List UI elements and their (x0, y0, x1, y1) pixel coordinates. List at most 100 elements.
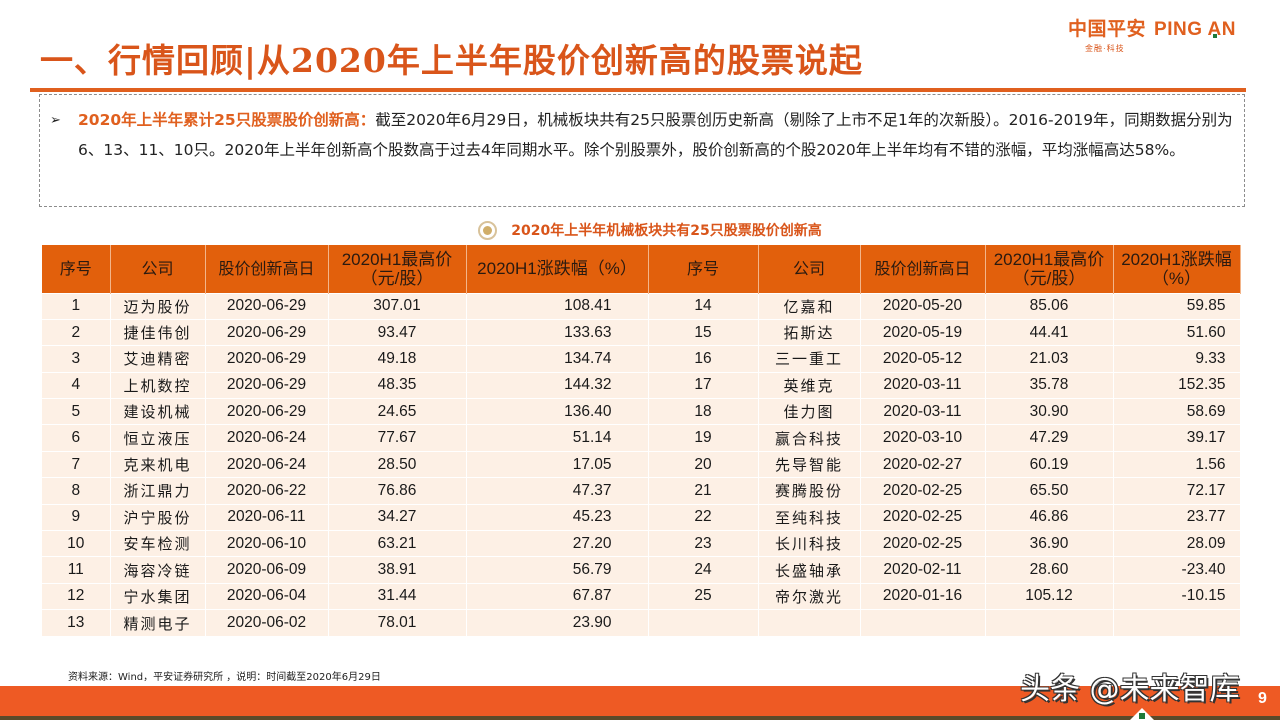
cell-left-high-date: 2020-06-24 (205, 450, 329, 478)
cell-right-index: 19 (648, 424, 759, 452)
source-footnote: 资料来源：Wind，平安证券研究所 ，说明：时间截至2020年6月29日 (68, 672, 381, 683)
cell-left-change-pct: 144.32 (466, 371, 649, 399)
cell-right-change-pct: 58.69 (1113, 398, 1241, 425)
table-row: 9 沪宁股份 2020-06-11 34.27 45.23 22 至纯科技 2020-02-2… (42, 503, 1241, 531)
cell-right-change-pct: 28.09 (1113, 530, 1241, 557)
header-index-right: 序号 (648, 245, 759, 293)
cell-left-high-price: 93.47 (328, 318, 467, 346)
summary-text: 2020年上半年累计25只股票股价创新高：截至2020年6月29日，机械板块共有… (78, 105, 1238, 165)
cell-right-index: 14 (648, 292, 759, 320)
page-title: 一、行情回顾|从2020年上半年股价创新高的股票说起 (40, 41, 863, 80)
cell-left-index: 9 (42, 503, 111, 531)
cell-left-high-date: 2020-06-04 (205, 582, 329, 610)
cell-left-high-price: 31.44 (328, 582, 467, 610)
cell-left-index: 13 (42, 609, 111, 637)
footer-logo-dot-icon (1139, 713, 1145, 719)
header-change-right: 2020H1涨跌幅（%） (1113, 245, 1241, 293)
cell-left-high-price: 76.86 (328, 477, 467, 505)
cell-left-index: 8 (42, 477, 111, 505)
cell-left-high-date: 2020-06-11 (205, 503, 329, 531)
table-row: 6 恒立液压 2020-06-24 77.67 51.14 19 赢合科技 2020-03-1… (42, 424, 1241, 452)
cell-right-index: 24 (648, 556, 759, 584)
cell-left-index: 1 (42, 292, 111, 320)
cell-left-company: 浙江鼎力 (110, 477, 206, 505)
cell-right-high-price: 105.12 (985, 582, 1114, 610)
cell-right-high-date: 2020-05-19 (860, 318, 986, 346)
cell-left-change-pct: 56.79 (466, 556, 649, 584)
cell-right-high-date: 2020-01-16 (860, 582, 986, 610)
cell-right-change-pct: 23.77 (1113, 503, 1241, 531)
cell-right-company (758, 609, 861, 637)
header-high-price-left: 2020H1最高价（元/股） (328, 245, 467, 293)
cell-left-high-date: 2020-06-29 (205, 318, 329, 346)
cell-left-high-price: 63.21 (328, 530, 467, 557)
cell-left-high-price: 307.01 (328, 292, 467, 320)
cell-right-company: 拓斯达 (758, 318, 861, 346)
cell-right-high-price: 44.41 (985, 318, 1114, 346)
cell-left-change-pct: 136.40 (466, 398, 649, 425)
cell-left-high-date: 2020-06-29 (205, 371, 329, 399)
cell-right-change-pct: -10.15 (1113, 582, 1241, 610)
cell-right-company: 赢合科技 (758, 424, 861, 452)
table-row: 5 建设机械 2020-06-29 24.65 136.40 18 佳力图 2020-03-1… (42, 398, 1241, 425)
footer-bar (0, 686, 1280, 716)
cell-right-high-price: 65.50 (985, 477, 1114, 505)
cell-right-high-price: 21.03 (985, 345, 1114, 373)
cell-right-index: 23 (648, 530, 759, 557)
cell-right-high-price: 60.19 (985, 450, 1114, 478)
cell-left-company: 海容冷链 (110, 556, 206, 584)
cell-right-high-date: 2020-03-10 (860, 424, 986, 452)
cell-right-high-price: 36.90 (985, 530, 1114, 557)
cell-left-high-date: 2020-06-24 (205, 424, 329, 452)
cell-right-company: 长盛轴承 (758, 556, 861, 584)
cell-right-change-pct: -23.40 (1113, 556, 1241, 584)
cell-right-company: 佳力图 (758, 398, 861, 425)
cell-right-high-date: 2020-02-25 (860, 477, 986, 505)
cell-left-high-price: 34.27 (328, 503, 467, 531)
cell-left-company: 捷佳伟创 (110, 318, 206, 346)
table-header-row: 序号 公司 股价创新高日 2020H1最高价（元/股） 2020H1涨跌幅（%）… (42, 245, 1241, 293)
table-row: 12 宁水集团 2020-06-04 31.44 67.87 25 帝尔激光 2020-01-… (42, 582, 1241, 610)
cell-left-company: 宁水集团 (110, 582, 206, 610)
table-row: 11 海容冷链 2020-06-09 38.91 56.79 24 长盛轴承 2020-02-… (42, 556, 1241, 584)
summary-lead: 2020年上半年累计25只股票股价创新高： (78, 111, 376, 129)
cell-left-high-date: 2020-06-29 (205, 292, 329, 320)
cell-left-company: 克来机电 (110, 450, 206, 478)
cell-left-change-pct: 17.05 (466, 450, 649, 478)
cell-left-company: 上机数控 (110, 371, 206, 399)
cell-left-index: 5 (42, 398, 111, 425)
cell-right-company: 亿嘉和 (758, 292, 861, 320)
table-row: 10 安车检测 2020-06-10 63.21 27.20 23 长川科技 2020-02-… (42, 530, 1241, 557)
summary-body: 截至2020年6月29日，机械板块共有25只股票创历史新高（剔除了上市不足1年的… (78, 111, 1233, 159)
cell-right-high-date: 2020-02-11 (860, 556, 986, 584)
cell-right-high-price: 85.06 (985, 292, 1114, 320)
logo-en-prefix: PING (1154, 19, 1208, 40)
cell-left-change-pct: 23.90 (466, 609, 649, 637)
cell-left-high-price: 78.01 (328, 609, 467, 637)
table-row: 8 浙江鼎力 2020-06-22 76.86 47.37 21 赛腾股份 2020-02-2… (42, 477, 1241, 505)
cell-left-high-date: 2020-06-22 (205, 477, 329, 505)
cell-left-high-price: 77.67 (328, 424, 467, 452)
cell-right-company: 英维克 (758, 371, 861, 399)
cell-right-high-price (985, 609, 1114, 637)
cell-right-change-pct: 1.56 (1113, 450, 1241, 478)
cell-left-high-date: 2020-06-29 (205, 345, 329, 373)
cell-right-high-price: 46.86 (985, 503, 1114, 531)
cell-left-change-pct: 133.63 (466, 318, 649, 346)
table-caption-text: 2020年上半年机械板块共有25只股票股价创新高 (511, 223, 822, 239)
cell-right-high-price: 30.90 (985, 398, 1114, 425)
cell-left-change-pct: 27.20 (466, 530, 649, 557)
cell-right-company: 先导智能 (758, 450, 861, 478)
cell-right-index: 25 (648, 582, 759, 610)
cell-right-high-date: 2020-03-11 (860, 398, 986, 425)
cell-left-index: 7 (42, 450, 111, 478)
cell-left-index: 11 (42, 556, 111, 584)
cell-left-high-date: 2020-06-02 (205, 609, 329, 637)
table-caption: 2020年上半年机械板块共有25只股票股价创新高 (0, 220, 1280, 240)
cell-left-high-date: 2020-06-10 (205, 530, 329, 557)
cell-left-change-pct: 51.14 (466, 424, 649, 452)
target-circle-icon (478, 220, 498, 240)
cell-right-company: 帝尔激光 (758, 582, 861, 610)
header-company-left: 公司 (110, 245, 206, 293)
cell-left-change-pct: 67.87 (466, 582, 649, 610)
